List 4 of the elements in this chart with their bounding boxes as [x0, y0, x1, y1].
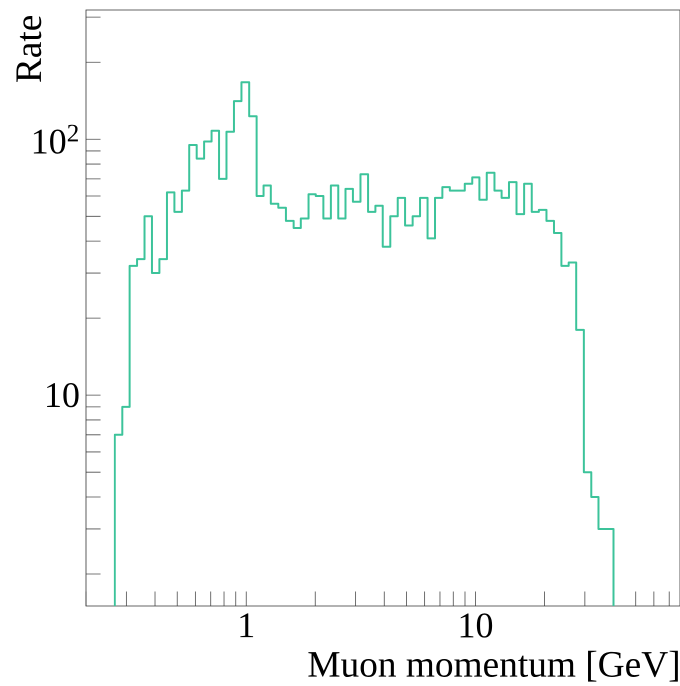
y-tick-label: 10$^{2}$ — [34, 124, 78, 154]
x-axis-title: Muon momentum [GeV] — [308, 650, 678, 682]
y-axis-title: Rate — [16, 16, 42, 82]
x-tick-label: 1 — [240, 613, 254, 638]
